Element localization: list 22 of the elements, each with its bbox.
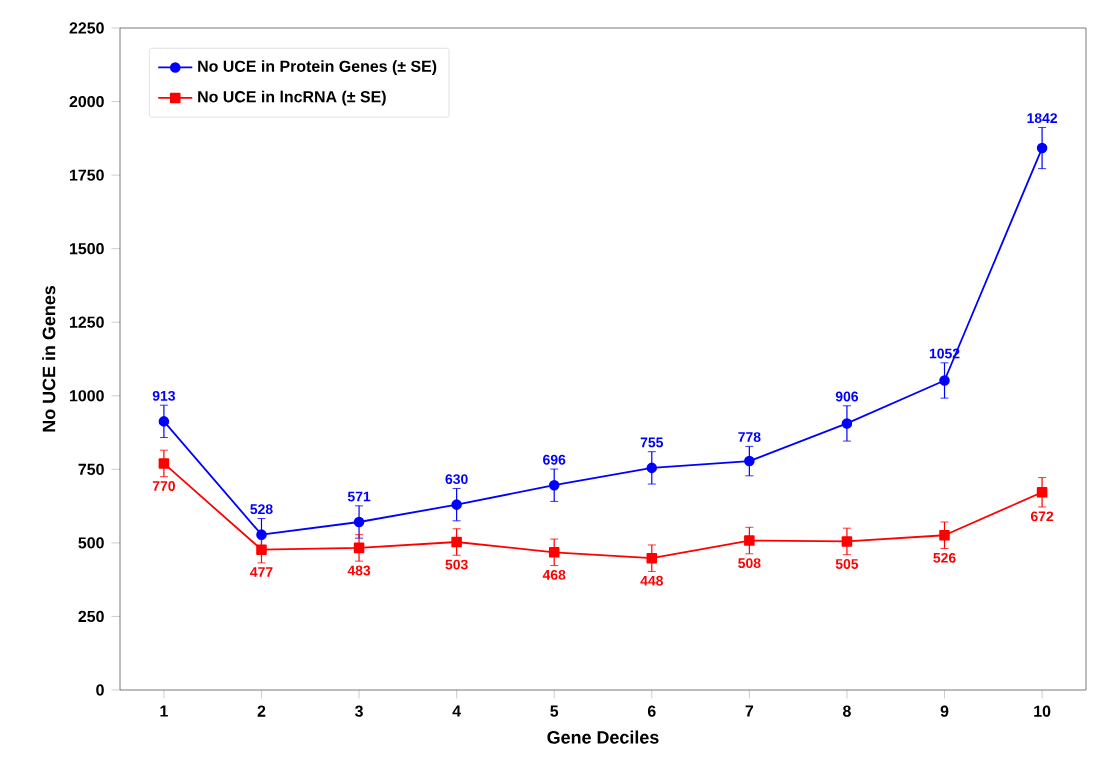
point <box>744 455 755 467</box>
point <box>1036 142 1048 154</box>
point <box>256 529 267 540</box>
point <box>939 375 950 386</box>
point <box>158 458 170 469</box>
point <box>939 529 950 541</box>
point <box>256 544 267 555</box>
point <box>451 536 462 548</box>
point <box>353 542 365 554</box>
point <box>548 547 560 558</box>
point <box>353 516 365 528</box>
point <box>158 416 170 427</box>
point <box>841 536 853 547</box>
point <box>1036 487 1048 498</box>
point <box>548 479 560 491</box>
x-axis-title: Gene Deciles <box>547 730 659 744</box>
y-axis-title: No UCE in Genes <box>42 286 56 432</box>
point <box>744 535 755 546</box>
point <box>646 462 658 474</box>
point <box>451 499 462 510</box>
point <box>646 552 658 564</box>
point <box>841 418 853 429</box>
